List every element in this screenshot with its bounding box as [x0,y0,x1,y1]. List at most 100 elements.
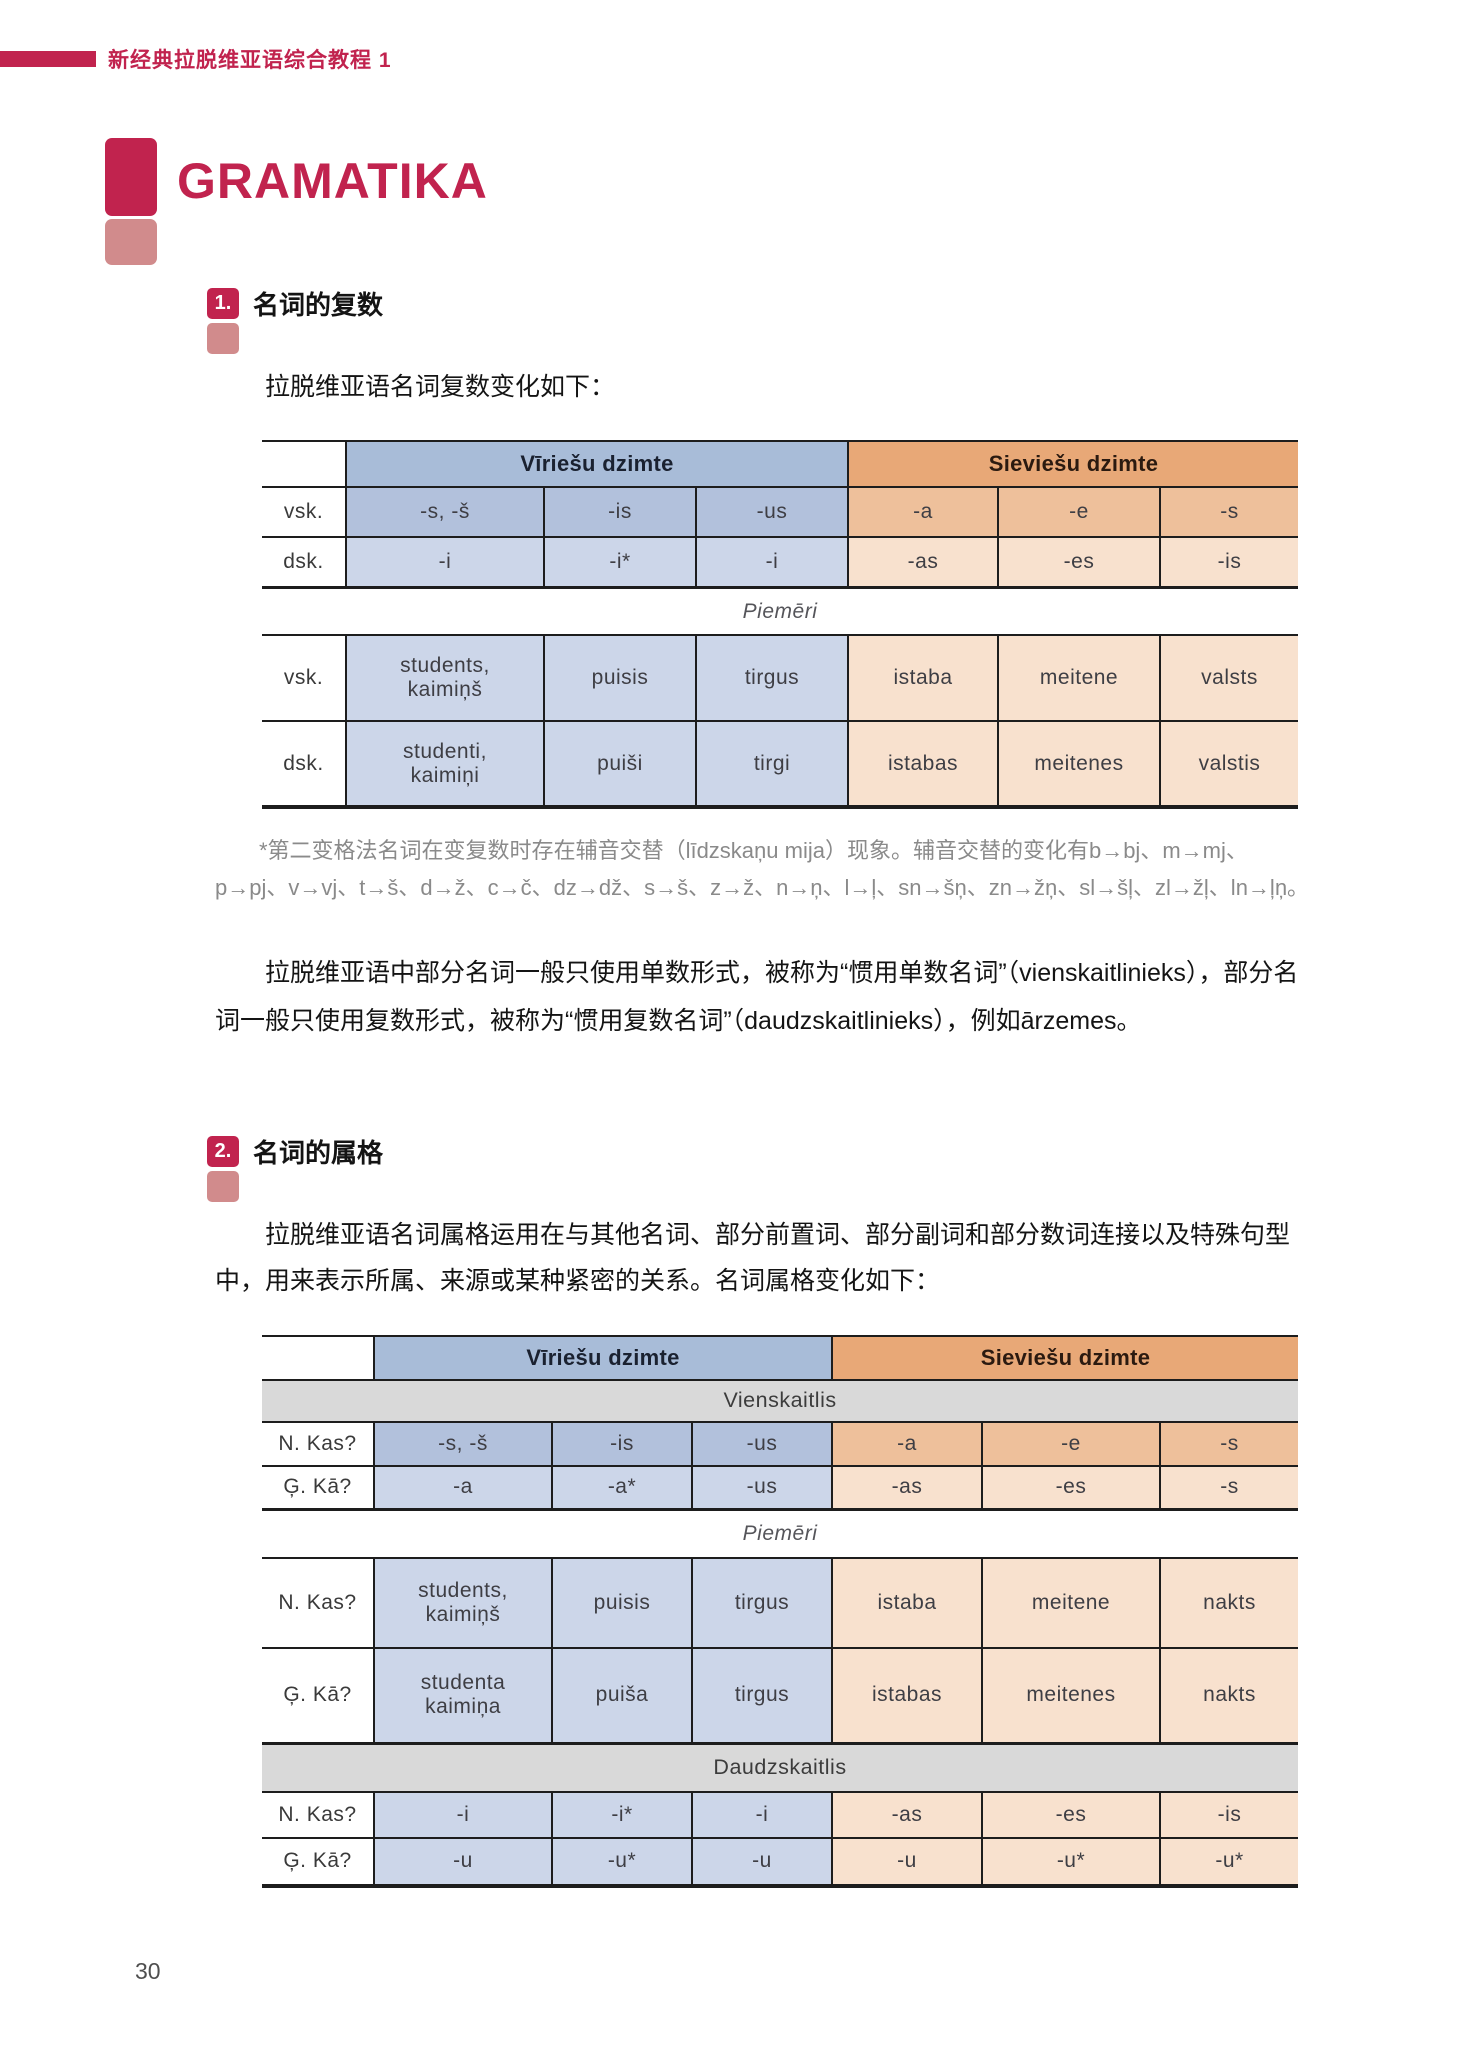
section-number-badge: 1. [207,288,239,319]
ending-cell: -as [847,537,998,589]
example-cell: valstis [1158,721,1299,810]
corner-cell [262,440,346,489]
corner-cell [262,1334,374,1381]
example-cell: puiši [543,721,696,810]
piemeri-label: Piemēri [262,1509,1299,1559]
section-1-heading: 名词的复数 [253,290,384,320]
piemeri-label: Piemēri [262,587,1299,637]
example-cell: meitene [997,635,1160,723]
table-header-row: Vīriešu dzimte Sieviešu dzimte [262,1334,1299,1381]
example-cell: tirgus [695,635,848,723]
genitive-plural-endings-row: Ģ. Kā? -u -u* -u -u -u* -u* [262,1837,1299,1888]
section-1-intro: 拉脱维亚语名词复数变化如下： [265,373,616,401]
ending-cell: -i [695,537,848,589]
ending-cell: -i [691,1791,832,1839]
ending-cell: -e [981,1421,1160,1467]
example-cell: puiša [551,1647,692,1745]
book-title: 新经典拉脱维亚语综合教程 1 [108,49,392,72]
example-cell: tirgi [695,721,848,810]
ending-cell: -u* [1158,1837,1299,1888]
example-cell: meitenes [997,721,1160,810]
header-accent-bar [0,51,96,67]
row-label: Ģ. Kā? [262,1647,374,1745]
section-2-intro: 拉脱维亚语名词属格运用在与其他名词、部分前置词、部分副词和部分数词连接以及特殊句… [215,1221,1291,1296]
ending-cell: -us [691,1465,832,1511]
piemeri-row: Piemēri [262,587,1299,637]
ending-cell: -es [981,1791,1160,1839]
chapter-title-row: GRAMATIKA [105,138,488,265]
ending-cell: -u [691,1837,832,1888]
page-title: GRAMATIKA [177,153,488,209]
ending-cell: -es [997,537,1160,589]
examples-plural-row: dsk. studenti, kaimiņi puiši tirgi istab… [262,721,1299,810]
ending-cell: -as [831,1791,982,1839]
ending-cell: -is [1158,1791,1299,1839]
singular-band-label: Vienskaitlis [262,1379,1299,1423]
row-label: N. Kas? [262,1557,374,1649]
feminine-header-cell: Sieviešu dzimte [830,1334,1299,1381]
page-number: 30 [135,1958,161,1984]
section-2-header: 2. 名词的属格 [207,1136,1312,1202]
ending-cell: -a [847,487,998,539]
masculine-header-cell: Vīriešu dzimte [373,1334,832,1381]
ending-cell: -us [695,487,848,539]
ending-cell: -u* [551,1837,692,1888]
ending-cell: -a [831,1421,982,1467]
ending-cell: -a [373,1465,552,1511]
ending-cell: -s, -š [373,1421,552,1467]
row-label: dsk. [262,721,346,810]
plural-band-label: Daudzskaitlis [262,1743,1299,1793]
ending-cell: -i* [543,537,696,589]
section-1-header: 1. 名词的复数 [207,288,1312,354]
ending-cell: -es [981,1465,1160,1511]
ending-cell: -u* [981,1837,1160,1888]
example-cell: nakts [1158,1557,1299,1649]
endings-plural-row: dsk. -i -i* -i -as -es -is [262,537,1299,589]
ending-cell: -e [997,487,1160,539]
section-number-badge: 2. [207,1136,239,1167]
example-cell: istaba [847,635,998,723]
ending-cell: -s [1158,487,1299,539]
example-cell: students, kaimiņš [373,1557,552,1649]
example-cell: valsts [1158,635,1299,723]
example-cell: istabas [847,721,998,810]
example-cell: puisis [543,635,696,723]
ending-cell: -i [373,1791,552,1839]
ending-cell: -s, -š [345,487,544,539]
running-head: 新经典拉脱维亚语综合教程 1 [0,44,392,74]
ending-cell: -us [691,1421,832,1467]
ending-cell: -is [551,1421,692,1467]
example-cell: studenti, kaimiņi [345,721,544,810]
plural-band-row: Daudzskaitlis [262,1743,1299,1793]
genitive-endings-row: Ģ. Kā? -a -a* -us -as -es -s [262,1465,1299,1511]
examples-singular-row: vsk. students, kaimiņš puisis tirgus ist… [262,635,1299,723]
feminine-header-cell: Sieviešu dzimte [846,440,1299,489]
ending-cell: -s [1158,1465,1299,1511]
genitive-table: Vīriešu dzimte Sieviešu dzimte Vienskait… [262,1334,1299,1888]
masculine-header-cell: Vīriešu dzimte [345,440,848,489]
row-label: N. Kas? [262,1421,374,1467]
title-block-light [105,219,157,265]
section-noun-genitive: 2. 名词的属格 拉脱维亚语名词属格运用在与其他名词、部分前置词、部分副词和部分… [207,1136,1312,1888]
ending-cell: -as [831,1465,982,1511]
example-cell: studenta kaimiņa [373,1647,552,1745]
singularia-pluralia-paragraph: 拉脱维亚语中部分名词一般只使用单数形式，被称为“惯用单数名词”（vienskai… [215,959,1299,1035]
row-label: dsk. [262,537,346,589]
ending-cell: -i* [551,1791,692,1839]
section-noun-plural: 1. 名词的复数 拉脱维亚语名词复数变化如下： Vīriešu dzimte S… [207,288,1312,1045]
example-cell: meitene [981,1557,1160,1649]
plural-table: Vīriešu dzimte Sieviešu dzimte vsk. -s, … [262,440,1299,810]
endings-singular-row: vsk. -s, -š -is -us -a -e -s [262,487,1299,539]
example-cell: istaba [831,1557,982,1649]
table-header-row: Vīriešu dzimte Sieviešu dzimte [262,440,1299,489]
ending-cell: -s [1158,1421,1299,1467]
nominative-endings-row: N. Kas? -s, -š -is -us -a -e -s [262,1421,1299,1467]
section-2-badge: 2. [207,1136,239,1202]
ending-cell: -is [1158,537,1299,589]
singular-band-row: Vienskaitlis [262,1379,1299,1423]
section-badge-shadow [207,323,239,354]
example-cell: istabas [831,1647,982,1745]
example-cell: tirgus [691,1557,832,1649]
row-label: vsk. [262,487,346,539]
